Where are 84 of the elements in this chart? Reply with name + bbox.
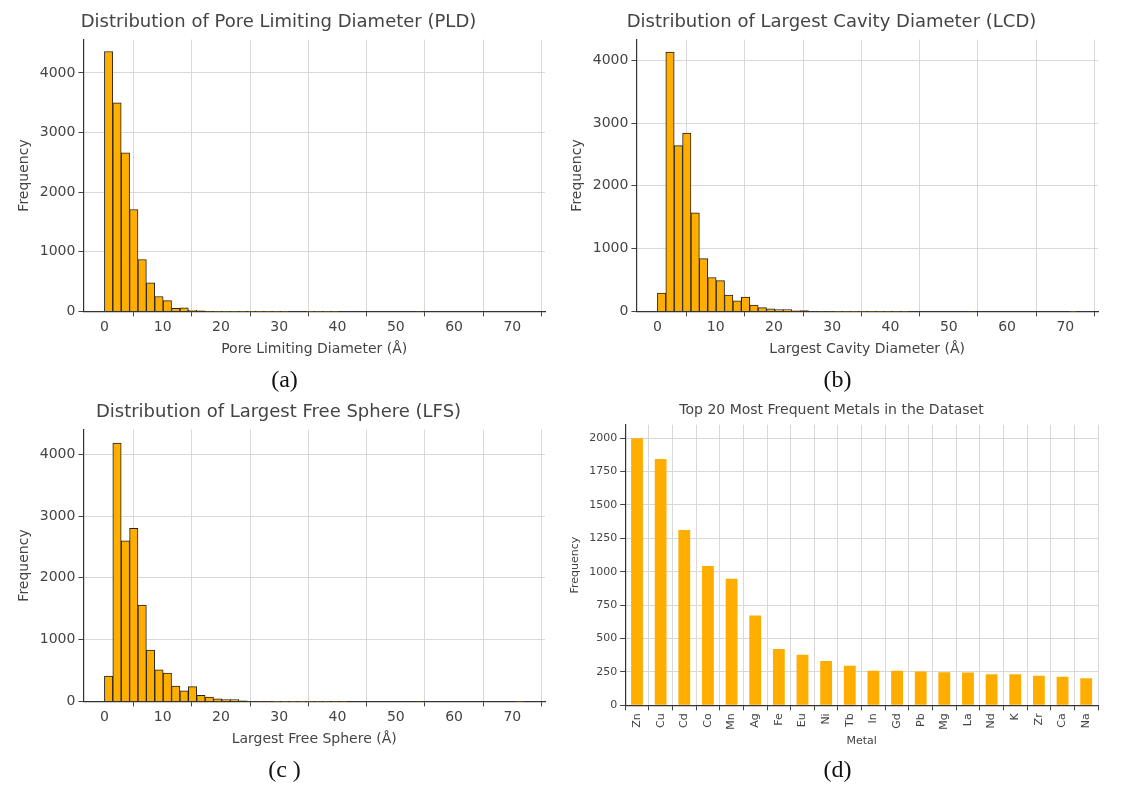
y-tick-label: 2000 — [589, 431, 618, 445]
y-tick-label: 4000 — [592, 50, 629, 67]
y-tick-label: 250 — [596, 664, 618, 678]
x-tick-label: 20 — [212, 318, 230, 335]
text: (b) — [823, 365, 852, 394]
x-tick-label: Na — [1079, 713, 1093, 729]
x-tick-label: 40 — [328, 318, 347, 335]
y-axis-title: Frequency — [15, 139, 32, 212]
x-tick-label: 60 — [445, 318, 463, 335]
x-tick-label: Gd — [889, 713, 903, 729]
y-tick-label: 2000 — [39, 182, 76, 199]
y-axis-title: Frequency — [15, 529, 32, 602]
x-tick-label: 40 — [328, 708, 347, 725]
x-tick-label: 30 — [270, 708, 289, 725]
x-tick-label: Nd — [984, 713, 998, 729]
x-tick-label: 70 — [503, 708, 522, 725]
y-tick-label: 4000 — [39, 444, 76, 461]
y-axis-title: Frequency — [568, 536, 582, 594]
y-tick-label: 2000 — [592, 176, 629, 193]
chart-title: Distribution of Largest Cavity Diameter (LCD) — [626, 10, 1037, 32]
x-tick-label: Co — [700, 713, 714, 728]
x-tick-label: Mg — [937, 713, 951, 730]
x-tick-label: Eu — [795, 713, 809, 728]
x-tick-label: 20 — [765, 318, 783, 335]
chart-title: Top 20 Most Frequent Metals in the Dataset — [678, 401, 985, 418]
chart-title: Distribution of Pore Limiting Diameter (PLD) — [80, 10, 477, 32]
chart-title: Distribution of Largest Free Sphere (LFS) — [95, 400, 462, 422]
x-tick-label: Cu — [653, 713, 667, 728]
x-tick-label: 0 — [652, 318, 662, 335]
x-tick-label: 70 — [503, 318, 522, 335]
y-tick-label: 500 — [596, 631, 618, 645]
y-tick-label: 1000 — [39, 630, 76, 647]
x-tick-label: 50 — [386, 708, 405, 725]
text: (a) — [271, 365, 298, 394]
x-tick-label: Fe — [771, 713, 785, 726]
y-tick-label: 750 — [596, 598, 618, 611]
x-tick-label: Cd — [677, 713, 691, 728]
x-tick-label: La — [960, 713, 974, 727]
x-tick-label: Zr — [1031, 712, 1045, 726]
y-tick-label: 0 — [610, 698, 618, 712]
x-tick-label: 50 — [386, 318, 405, 335]
y-tick-label: 1250 — [589, 531, 618, 545]
y-tick-label: 3000 — [592, 113, 629, 130]
y-tick-label: 1000 — [592, 239, 629, 256]
x-tick-label: Zn — [629, 713, 643, 728]
x-tick-label: 40 — [881, 318, 900, 335]
y-tick-label: 3000 — [39, 506, 76, 523]
x-tick-label: Ni — [819, 713, 832, 725]
x-tick-label: 50 — [939, 318, 958, 335]
y-tick-label: 4000 — [39, 63, 76, 80]
y-tick-label: 0 — [66, 302, 76, 319]
y-tick-label: 0 — [619, 302, 629, 319]
x-tick-label: 10 — [153, 318, 172, 335]
x-tick-label: K — [1008, 712, 1022, 721]
x-tick-label: 10 — [153, 708, 172, 725]
x-tick-label: Ag — [748, 713, 762, 728]
x-tick-label: In — [866, 713, 880, 724]
y-tick-label: 1750 — [589, 464, 618, 478]
x-tick-label: 30 — [270, 318, 289, 335]
x-tick-label: 0 — [99, 318, 109, 335]
x-tick-label: 20 — [212, 708, 230, 725]
x-axis-title: Largest Cavity Diameter (Å) — [769, 340, 966, 357]
x-tick-label: 60 — [445, 708, 463, 725]
y-tick-label: 2000 — [39, 568, 76, 585]
y-tick-label: 0 — [66, 692, 76, 709]
y-tick-label: 1000 — [589, 564, 618, 578]
text: (d) — [823, 755, 852, 784]
x-tick-label: 30 — [823, 318, 842, 335]
y-tick-label: 3000 — [39, 123, 76, 140]
y-axis-title: Frequency — [568, 139, 585, 212]
x-tick-label: Tb — [842, 713, 856, 729]
x-tick-label: 10 — [706, 318, 725, 335]
x-axis-title: Largest Free Sphere (Å) — [231, 730, 397, 747]
x-tick-label: 0 — [99, 708, 109, 725]
y-tick-label: 1500 — [589, 497, 618, 511]
x-tick-label: 60 — [998, 318, 1016, 335]
x-tick-label: 70 — [1056, 318, 1075, 335]
x-axis-title: Pore Limiting Diameter (Å) — [221, 340, 408, 357]
x-tick-label: Mn — [724, 713, 738, 730]
x-axis-title: Metal — [846, 734, 877, 748]
text: (c ) — [268, 755, 301, 784]
x-tick-label: Ca — [1055, 713, 1069, 728]
x-tick-label: Pb — [913, 713, 927, 727]
y-tick-label: 1000 — [39, 242, 76, 259]
